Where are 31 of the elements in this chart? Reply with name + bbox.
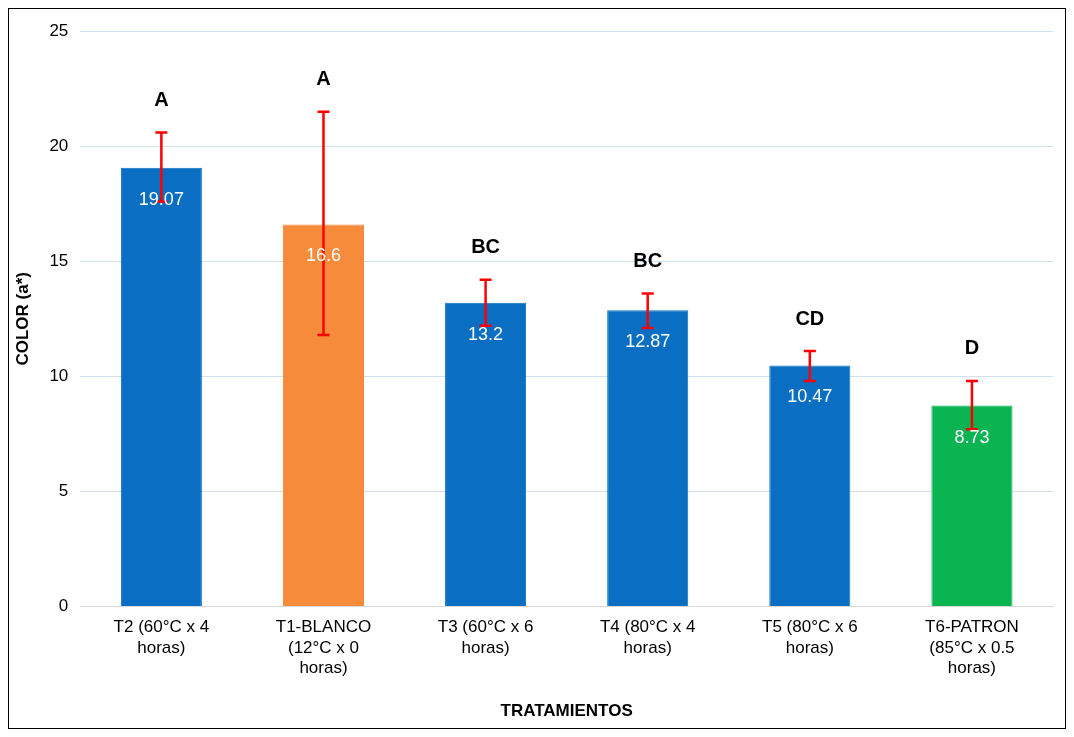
y-tick-label: 5 <box>58 481 69 501</box>
x-tick-label: T3 (60°C x 6 horas) <box>437 617 534 657</box>
annotation: A <box>154 87 169 110</box>
bar <box>445 302 527 606</box>
x-axis-title: TRATAMIENTOS <box>500 701 633 721</box>
data-label: 8.73 <box>954 426 990 447</box>
x-tick-label: T5 (80°C x 6 horas) <box>762 617 858 657</box>
bar <box>282 224 365 606</box>
bar <box>607 310 689 606</box>
x-tick-label: T4 (80°C x 4 horas) <box>599 617 696 657</box>
data-label: 19.07 <box>138 188 184 209</box>
y-tick-label: 10 <box>49 366 69 386</box>
bar <box>931 405 1013 606</box>
annotation: CD <box>795 306 825 329</box>
y-tick-label: 25 <box>49 20 69 40</box>
data-label: 12.87 <box>625 331 671 352</box>
annotation: D <box>964 336 980 359</box>
annotation: BC <box>633 249 663 272</box>
annotation: A <box>316 67 331 90</box>
x-tick-label: T1-BLANCO (12°C x 0 horas) <box>275 617 372 678</box>
data-label: 13.2 <box>468 323 504 344</box>
y-tick-label: 20 <box>49 135 69 155</box>
y-tick-label: 15 <box>49 250 69 270</box>
x-tick-label: T2 (60°C x 4 horas) <box>113 617 210 657</box>
y-axis-title: COLOR (a*) <box>12 272 32 366</box>
bar <box>769 365 851 606</box>
x-tick-label: T6-PATRON (85°C x 0.5 horas) <box>925 617 1019 678</box>
annotation: BC <box>471 235 501 258</box>
y-tick-label: 0 <box>58 596 69 616</box>
bar <box>120 167 202 606</box>
data-label: 10.47 <box>787 386 833 407</box>
